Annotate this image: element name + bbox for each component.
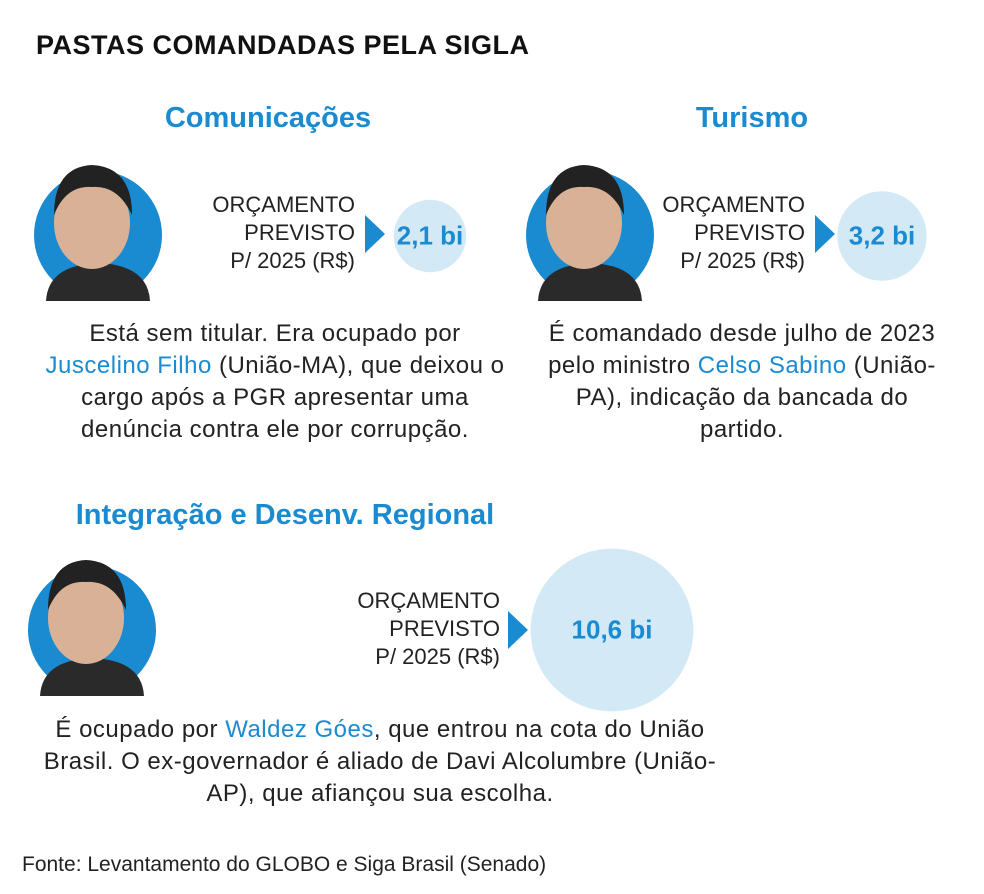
section-heading: Turismo (695, 102, 809, 134)
budget-value: 3,2 bi (848, 220, 916, 251)
portrait-body (538, 263, 642, 301)
description: É ocupado por Waldez Góes, que entrou na… (30, 714, 730, 810)
arrow (365, 215, 385, 253)
description-text: É comandado desde julho de 2023 pelo min… (548, 320, 936, 379)
portrait-body (40, 658, 144, 696)
title: PASTAS COMANDADAS PELA SIGLA (36, 30, 530, 60)
budget-bubble (837, 191, 927, 281)
section-heading: Integração e Desenv. Regional (75, 499, 495, 531)
description-text: Está sem titular. Era ocupado por (89, 320, 461, 347)
portrait-face (546, 177, 622, 269)
portrait (34, 165, 162, 301)
portrait-hair (546, 165, 624, 215)
budget-value: 10,6 bi (571, 614, 653, 645)
portrait-hair (48, 560, 126, 610)
description-text: É ocupado por (55, 716, 219, 743)
budget-label-line: ORÇAMENTO (662, 192, 805, 217)
portrait-face (48, 572, 124, 664)
description-text: (União-MA), que deixou o cargo após a PG… (81, 352, 505, 443)
source: Fonte: Levantamento do GLOBO e Siga Bras… (22, 853, 547, 876)
budget-label-line: PREVISTO (389, 616, 500, 641)
budget-label: ORÇAMENTO PREVISTO P/ 2025 (R$) (357, 587, 500, 671)
budget-label-line: PREVISTO (244, 220, 355, 245)
description-text: (União-PA), indicação da bancada do part… (575, 352, 936, 443)
budget-label: ORÇAMENTO PREVISTO P/ 2025 (R$) (662, 191, 805, 275)
description-text: , que entrou na cota do União Brasil. O … (43, 716, 717, 807)
portrait-face (54, 177, 130, 269)
budget-label-line: PREVISTO (694, 220, 805, 245)
budget-label: ORÇAMENTO PREVISTO P/ 2025 (R$) (212, 191, 355, 275)
arrow (815, 215, 835, 253)
budget-label-line: P/ 2025 (R$) (375, 644, 500, 669)
portrait-body (46, 263, 150, 301)
budget-label-line: ORÇAMENTO (212, 192, 355, 217)
budget-bubble (393, 199, 467, 273)
budget-label-line: P/ 2025 (R$) (230, 248, 355, 273)
budget-bubble (530, 548, 694, 712)
portrait (526, 165, 654, 301)
person-name: Celso Sabino (697, 352, 847, 379)
portrait-hair (54, 165, 132, 215)
portrait (28, 560, 156, 696)
person-name: Juscelino Filho (45, 352, 212, 379)
description: Está sem titular. Era ocupado por Juscel… (40, 318, 510, 446)
section-heading: Comunicações (164, 102, 372, 134)
budget-label-line: P/ 2025 (R$) (680, 248, 805, 273)
description: É comandado desde julho de 2023 pelo min… (537, 318, 947, 446)
arrow (508, 611, 528, 649)
person-name: Waldez Góes (225, 716, 374, 743)
budget-label-line: ORÇAMENTO (357, 588, 500, 613)
budget-value: 2,1 bi (396, 220, 464, 251)
